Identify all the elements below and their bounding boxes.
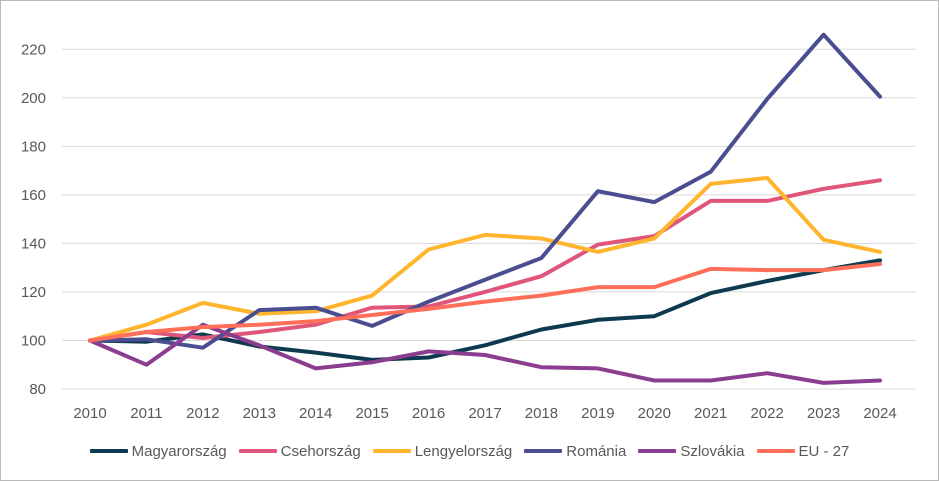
x-tick-label: 2014 <box>299 405 332 422</box>
y-tick-label: 120 <box>21 284 46 301</box>
legend-label: Szlovákia <box>680 442 745 460</box>
y-tick-label: 220 <box>21 41 46 58</box>
series-line-5 <box>88 262 882 343</box>
series-line-0 <box>88 258 882 362</box>
legend-item: Magyarország <box>89 442 227 460</box>
x-axis-ticks: 2010 2011 2012 2013 2014 2015 2016 2017 2018 2019… <box>73 405 896 422</box>
x-tick-label: 2012 <box>186 405 219 422</box>
legend-swatch <box>756 449 795 453</box>
legend-swatch <box>524 449 563 453</box>
y-tick-label: 100 <box>21 332 46 349</box>
x-tick-label: 2022 <box>750 405 783 422</box>
x-tick-label: 2024 <box>863 405 896 422</box>
series-line-3 <box>88 32 882 350</box>
gridlines <box>62 48 916 390</box>
series-line-2 <box>88 175 882 343</box>
y-tick-label: 140 <box>21 235 46 252</box>
legend-label: EU - 27 <box>798 442 850 460</box>
x-tick-label: 2010 <box>73 405 106 422</box>
legend: Magyarország Csehország Lengyelország Román… <box>0 436 939 466</box>
x-tick-label: 2015 <box>355 405 388 422</box>
x-tick-label: 2020 <box>638 405 671 422</box>
legend-label: Lengyelország <box>414 442 513 460</box>
x-tick-label: 2019 <box>581 405 614 422</box>
legend-swatch <box>89 449 128 453</box>
x-tick-label: 2011 <box>130 405 162 422</box>
legend-item: Románia <box>524 443 626 460</box>
series-line-1 <box>88 178 882 343</box>
legend-label: Románia <box>566 442 627 460</box>
series-lines <box>88 32 882 385</box>
legend-item: Szlovákia <box>638 442 745 460</box>
x-tick-label: 2021 <box>694 405 727 422</box>
x-tick-label: 2018 <box>525 405 558 422</box>
legend-swatch <box>372 449 411 453</box>
legend-item: EU - 27 <box>756 442 850 460</box>
y-tick-label: 160 <box>21 187 46 204</box>
x-tick-label: 2023 <box>807 405 840 422</box>
legend-item: Lengyelország <box>372 442 513 460</box>
legend-label: Magyarország <box>131 442 227 460</box>
y-tick-label: 200 <box>21 90 46 107</box>
legend-swatch <box>238 449 277 453</box>
y-axis-ticks: 80 100 120 140 160 180 200 220 <box>21 41 46 398</box>
y-tick-label: 80 <box>29 381 46 398</box>
x-tick-label: 2017 <box>468 405 501 422</box>
legend-swatch <box>638 449 677 453</box>
y-tick-label: 180 <box>21 138 46 155</box>
legend-item: Csehország <box>238 442 361 460</box>
legend-label: Csehország <box>280 442 361 460</box>
x-tick-label: 2016 <box>412 405 445 422</box>
x-tick-label: 2013 <box>243 405 276 422</box>
series-line-4 <box>88 322 882 385</box>
